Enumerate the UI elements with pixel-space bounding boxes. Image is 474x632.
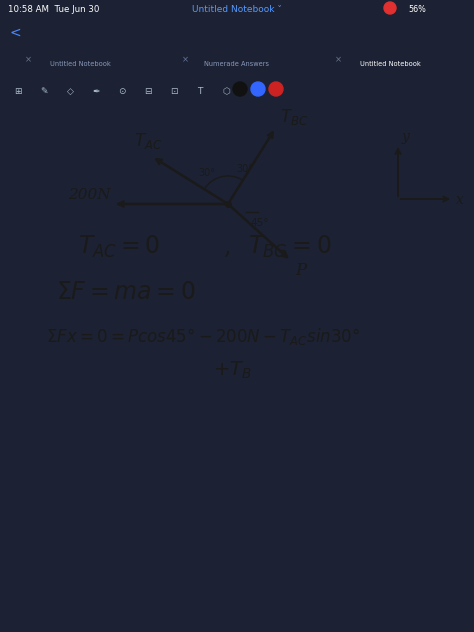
Text: ⬡: ⬡ xyxy=(222,87,230,96)
Circle shape xyxy=(269,82,283,96)
Text: 56%: 56% xyxy=(408,5,426,14)
Text: y: y xyxy=(402,130,410,144)
Text: $\Sigma Fx=0=Pcos45°-200N-T_{AC}sin30°$: $\Sigma Fx=0=Pcos45°-200N-T_{AC}sin30°$ xyxy=(46,326,360,347)
Circle shape xyxy=(251,82,265,96)
Text: 30°: 30° xyxy=(236,164,253,174)
Text: $T_{AC}$: $T_{AC}$ xyxy=(134,131,162,151)
Circle shape xyxy=(233,82,247,96)
Text: P: P xyxy=(295,262,306,279)
Text: <: < xyxy=(10,26,22,40)
Text: Numerade Answers: Numerade Answers xyxy=(204,61,270,67)
Text: Untitled Notebook: Untitled Notebook xyxy=(50,61,110,67)
Text: ⊞: ⊞ xyxy=(14,87,22,96)
Text: ⊡: ⊡ xyxy=(170,87,178,96)
Text: ✒: ✒ xyxy=(92,87,100,96)
Text: ×: × xyxy=(25,55,32,64)
Text: ◇: ◇ xyxy=(66,87,73,96)
Text: ⊙: ⊙ xyxy=(118,87,126,96)
Text: 30°: 30° xyxy=(198,168,215,178)
Text: $\Sigma F=ma=0$: $\Sigma F=ma=0$ xyxy=(56,281,195,304)
Text: ×: × xyxy=(335,55,342,64)
Text: 200N: 200N xyxy=(68,188,110,202)
Text: $T_{AC}=0$: $T_{AC}=0$ xyxy=(78,234,160,260)
Text: ×: × xyxy=(182,55,189,64)
Text: T: T xyxy=(197,87,203,96)
Text: $T_{BG}=0$: $T_{BG}=0$ xyxy=(248,234,332,260)
Text: Untitled Notebook: Untitled Notebook xyxy=(360,61,420,67)
Text: ✎: ✎ xyxy=(40,87,48,96)
Circle shape xyxy=(384,2,396,14)
Text: Untitled Notebook ˅: Untitled Notebook ˅ xyxy=(192,5,282,14)
Text: $T_{BC}$: $T_{BC}$ xyxy=(280,107,308,126)
Text: ,: , xyxy=(223,236,231,259)
Text: 10:58 AM  Tue Jun 30: 10:58 AM Tue Jun 30 xyxy=(8,5,100,14)
Text: ⊟: ⊟ xyxy=(144,87,152,96)
Text: 45°: 45° xyxy=(250,218,268,228)
Text: $+ T_B$: $+ T_B$ xyxy=(213,360,252,381)
Text: x: x xyxy=(456,193,464,207)
